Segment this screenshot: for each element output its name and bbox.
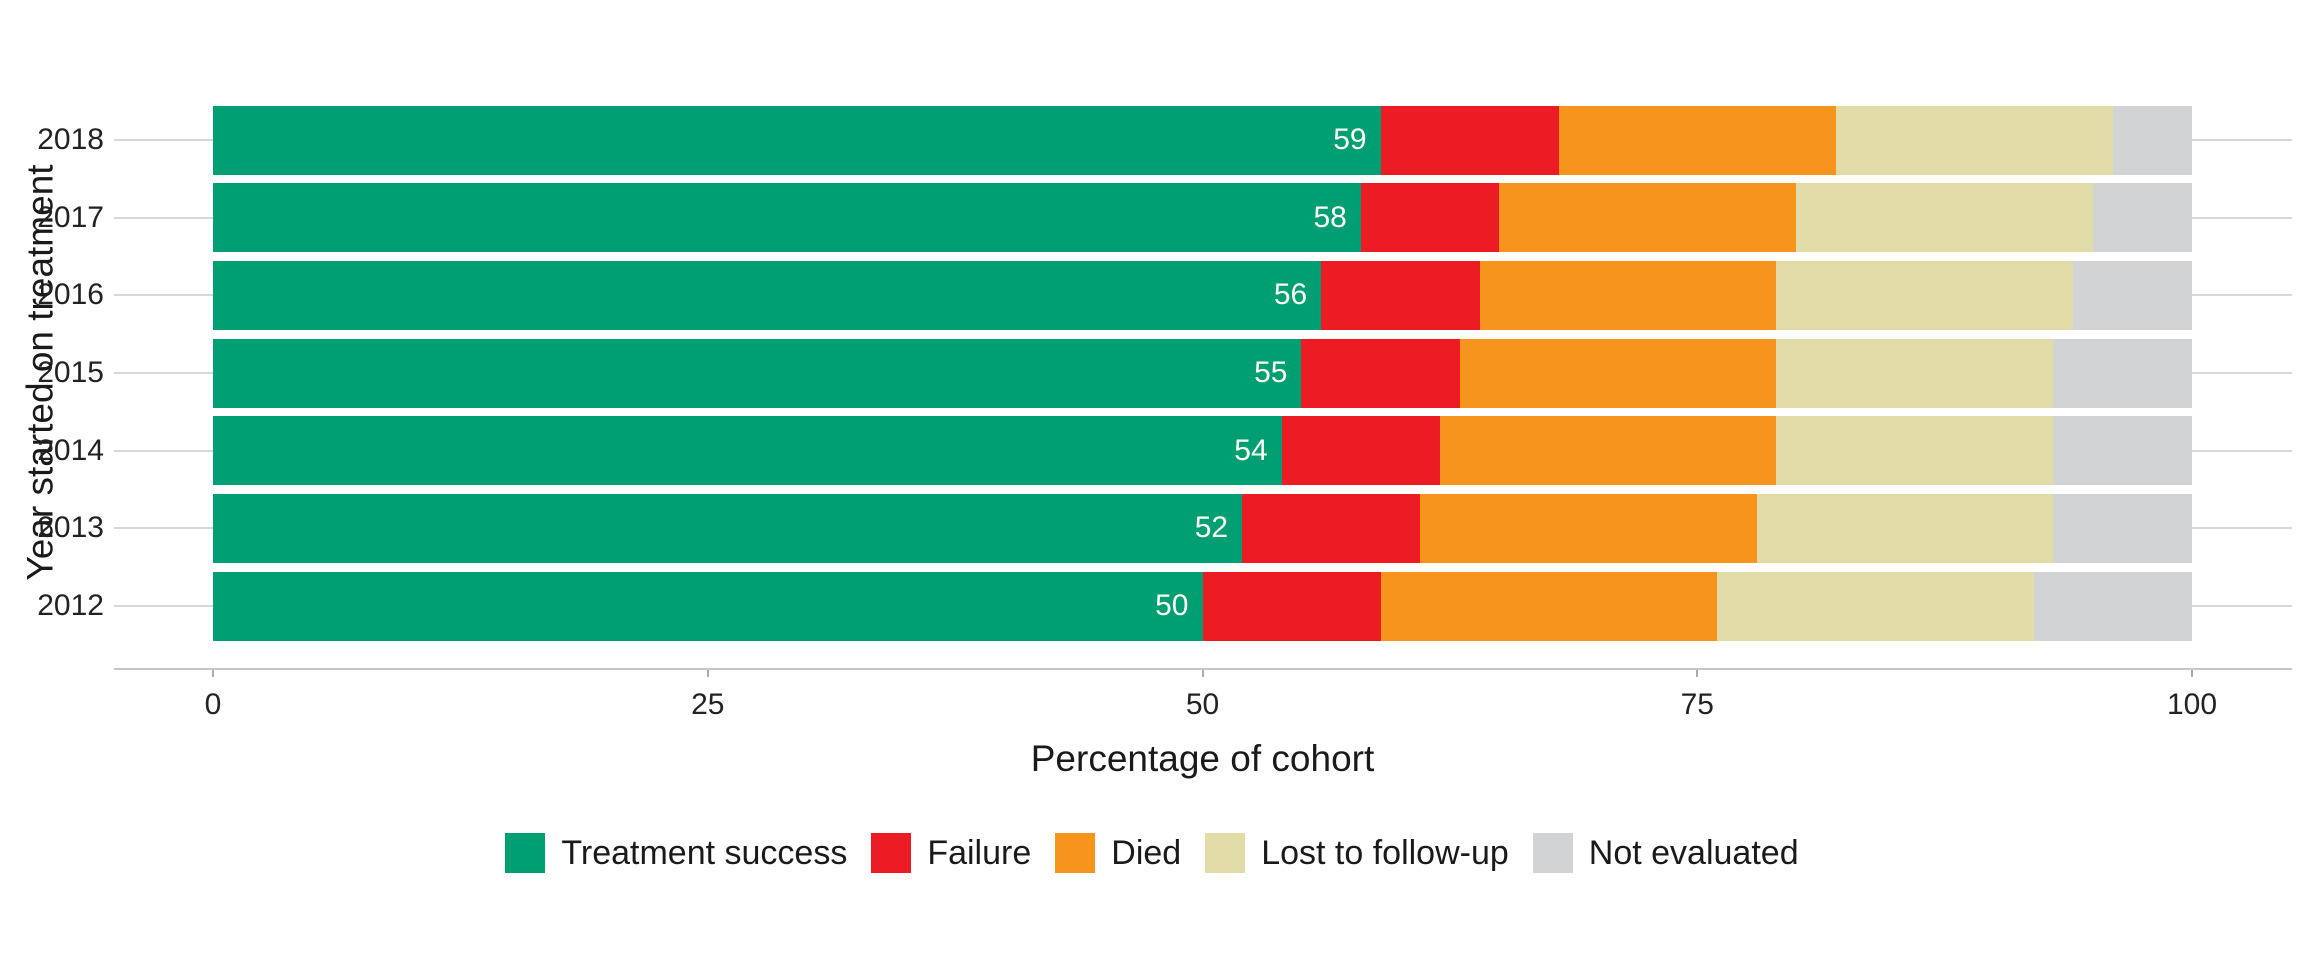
- legend-label: Died: [1111, 834, 1182, 872]
- bar-segment: [1776, 338, 2054, 408]
- bar-segment: [1242, 493, 1421, 563]
- legend: Treatment success Failure Died Lost to foll…: [0, 833, 2304, 873]
- legend-item: Died: [1055, 833, 1181, 873]
- bar-row: 56: [213, 260, 2192, 330]
- bar-segment: [1776, 260, 2074, 330]
- bar-row: 58: [213, 183, 2192, 253]
- bar-segment: [1459, 338, 1777, 408]
- bar-row: 52: [213, 493, 2192, 563]
- bar-segment: [1479, 260, 1777, 330]
- bar-segment: [1717, 571, 2034, 641]
- legend-item: Not evaluated: [1532, 833, 1799, 873]
- bar-segment: [2053, 493, 2192, 563]
- y-tick-label: 2018: [37, 123, 104, 156]
- bar-value-label: 59: [1333, 123, 1367, 156]
- legend-swatch: [1055, 833, 1096, 873]
- x-tick-label: 100: [2166, 688, 2218, 721]
- x-tick-label: 50: [1185, 688, 1220, 721]
- bar-segment: [213, 416, 1282, 486]
- bar-segment: [1202, 571, 1381, 641]
- bar-segment: [1301, 338, 1460, 408]
- bar-segment: [2033, 571, 2192, 641]
- bar-row: 59: [213, 105, 2192, 175]
- bar-row: 54: [213, 416, 2192, 486]
- y-tick-label: 2014: [37, 433, 104, 467]
- bar-segment: [1796, 183, 2094, 253]
- x-tick-label: 0: [204, 688, 222, 721]
- bar-segment: [2053, 416, 2192, 486]
- bar-segment: [213, 183, 1361, 253]
- legend-swatch: [1532, 833, 1573, 873]
- bar-segment: [1321, 260, 1480, 330]
- legend-label: Lost to follow-up: [1261, 834, 1509, 872]
- legend-swatch: [871, 833, 912, 873]
- legend-swatch: [505, 833, 546, 873]
- x-tick: [2191, 670, 2193, 677]
- y-tick-label: 2016: [37, 278, 104, 312]
- x-tick-label: 25: [691, 688, 725, 721]
- y-tick-label: 2015: [37, 356, 104, 389]
- x-axis-title: Percentage of cohort: [1030, 738, 1375, 779]
- y-tick-label: 2013: [37, 511, 104, 545]
- bar-value-label: 55: [1254, 356, 1288, 389]
- legend-item: Lost to follow-up: [1205, 833, 1509, 873]
- legend-label: Not evaluated: [1588, 834, 1799, 872]
- x-tick: [1201, 670, 1204, 677]
- legend-swatch: [1205, 833, 1246, 873]
- bar-segment: [1558, 105, 1836, 175]
- bar-segment: [1776, 416, 2054, 486]
- bar-segment: [2053, 338, 2192, 408]
- bar-segment: [213, 493, 1243, 563]
- x-tick: [706, 670, 709, 677]
- bar-segment: [2112, 105, 2192, 175]
- bar-segment: [1499, 183, 1797, 253]
- bar-value-label: 54: [1234, 433, 1268, 467]
- bar-segment: [213, 260, 1322, 330]
- bar-segment: [1380, 105, 1559, 175]
- bar-segment: [1360, 183, 1500, 253]
- bar-value-label: 58: [1313, 200, 1347, 234]
- bar-segment: [2073, 260, 2192, 330]
- bar-value-label: 50: [1155, 589, 1189, 623]
- x-tick: [1696, 670, 1699, 677]
- legend-label: Treatment success: [561, 834, 848, 872]
- bar-segment: [1835, 105, 2113, 175]
- bar-row: 55: [213, 338, 2192, 408]
- bar-segment: [1439, 416, 1777, 486]
- bar-segment: [1380, 571, 1718, 641]
- x-tick-label: 75: [1680, 688, 1714, 721]
- bar-segment: [213, 338, 1302, 408]
- x-axis-line: [114, 668, 2292, 670]
- bar-segment: [1281, 416, 1440, 486]
- legend-label: Failure: [927, 834, 1032, 872]
- bar-segment: [1756, 493, 2054, 563]
- bar-value-label: 56: [1273, 278, 1308, 312]
- bar-value-label: 52: [1194, 511, 1229, 545]
- y-tick-label: 2017: [37, 200, 104, 234]
- bar-row: 50: [213, 571, 2192, 641]
- bar-segment: [213, 105, 1381, 175]
- y-tick-label: 2012: [37, 589, 104, 623]
- bar-segment: [2093, 183, 2192, 253]
- legend-item: Failure: [871, 833, 1031, 873]
- x-tick: [212, 670, 214, 677]
- bar-segment: [1420, 493, 1757, 563]
- legend-item: Treatment success: [505, 833, 847, 873]
- bar-segment: [213, 571, 1203, 641]
